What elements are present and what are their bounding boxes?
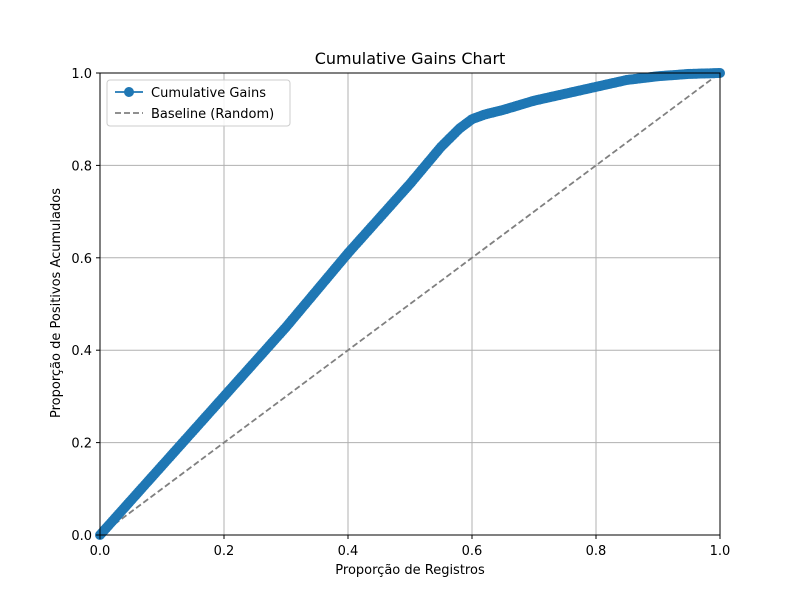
x-tick-label: 0.2 <box>214 544 235 559</box>
x-tick-label: 1.0 <box>710 544 731 559</box>
y-tick-label: 1.0 <box>71 67 92 82</box>
x-tick-label: 0.0 <box>90 544 111 559</box>
chart-title: Cumulative Gains Chart <box>315 49 506 68</box>
legend-gains-marker <box>124 87 134 97</box>
plot-frame <box>99 72 721 536</box>
axis-ticks: 0.0 0.2 0.4 0.6 0.8 1.0 0.0 0.2 0.4 0.6 0.8 1.0 <box>71 67 730 559</box>
plot-area <box>95 68 725 540</box>
x-axis-label: Proporção de Registros <box>335 563 485 578</box>
legend-baseline-label: Baseline (Random) <box>151 107 274 122</box>
x-tick-label: 0.8 <box>586 544 607 559</box>
cumulative-gains-markers <box>95 68 725 540</box>
x-tick-label: 0.4 <box>338 544 359 559</box>
legend-gains-label: Cumulative Gains <box>151 86 266 101</box>
y-tick-label: 0.0 <box>71 529 92 544</box>
baseline-random-line <box>99 72 721 536</box>
legend: Cumulative Gains Baseline (Random) <box>106 79 291 127</box>
x-tick-label: 0.6 <box>462 544 483 559</box>
y-tick-label: 0.2 <box>71 437 92 452</box>
y-tick-label: 0.8 <box>71 159 92 174</box>
y-axis-label: Proporção de Positivos Acumulados <box>49 188 64 418</box>
y-tick-label: 0.4 <box>71 344 92 359</box>
y-tick-label: 0.6 <box>71 252 92 267</box>
legend-box <box>106 79 291 127</box>
